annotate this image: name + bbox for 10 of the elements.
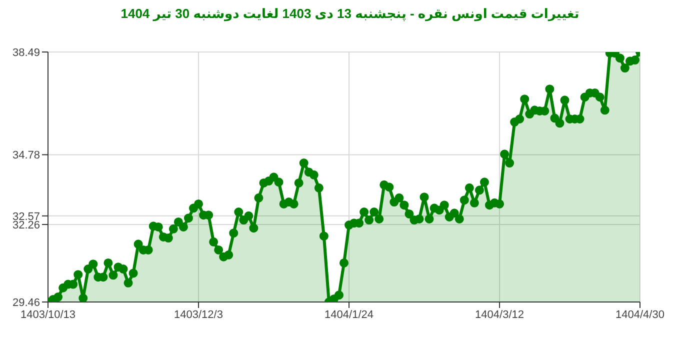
chart-title: تغییرات قیمت اونس نقره - پنجشنبه 13 دی 1403 لغایت دوشنبه 30 تیر 1404 — [120, 6, 580, 22]
x-tick-label: 1404/4/30 — [616, 308, 664, 321]
x-tick-label: 1404/3/12 — [475, 308, 524, 321]
y-tick-label: 32.26 — [12, 219, 40, 232]
x-tick-label: 1403/10/13 — [20, 308, 76, 321]
y-tick-label: 29.46 — [12, 296, 40, 309]
y-tick-label: 38.49 — [12, 46, 40, 59]
y-tick-label: 34.78 — [12, 150, 40, 162]
x-tick-label: 1404/1/24 — [324, 308, 374, 321]
x-tick-label: 1403/12/3 — [174, 308, 223, 321]
